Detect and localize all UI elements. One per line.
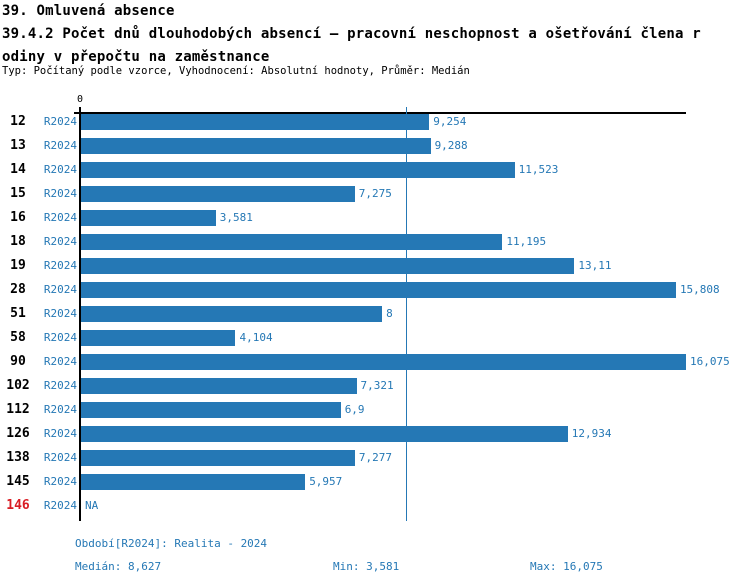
- footer-median: Medián: 8,627: [75, 560, 162, 573]
- bar-row: 90 R2024 16,075: [0, 350, 750, 374]
- bar: [81, 329, 236, 346]
- row-category-label: 138: [6, 449, 30, 465]
- row-category-label: 14: [10, 161, 26, 177]
- bar: [81, 233, 503, 250]
- bar: [81, 185, 355, 202]
- bar-value-label: 4,104: [239, 330, 273, 344]
- bar: [81, 161, 515, 178]
- bar: [81, 401, 341, 418]
- bar-value-label: 7,275: [358, 186, 392, 200]
- row-category-label: 12: [10, 113, 26, 129]
- row-category-label: 145: [6, 473, 30, 489]
- row-category-label: 126: [6, 425, 30, 441]
- bar-row: 16 R2024 3,581: [0, 206, 750, 230]
- bar-value-label: 11,195: [506, 234, 547, 248]
- bar-row: 15 R2024 7,275: [0, 182, 750, 206]
- bar-value-label: 12,934: [571, 426, 612, 440]
- bar-value-label: 7,277: [358, 450, 392, 464]
- row-category-label: 13: [10, 137, 26, 153]
- row-series-label: R2024: [43, 498, 77, 512]
- bar: [81, 305, 383, 322]
- bar-value-label: 13,11: [578, 258, 612, 272]
- row-series-label: R2024: [43, 114, 77, 128]
- row-category-label: 112: [6, 401, 30, 417]
- row-series-label: R2024: [43, 258, 77, 272]
- row-series-label: R2024: [43, 282, 77, 296]
- row-series-label: R2024: [43, 426, 77, 440]
- footer-max: Max: 16,075: [530, 560, 603, 573]
- bar-row: 51 R2024 8: [0, 302, 750, 326]
- bar: [81, 257, 575, 274]
- row-category-label: 51: [10, 305, 26, 321]
- row-category-label: 16: [10, 209, 26, 225]
- row-category-label: 90: [10, 353, 26, 369]
- bar-row: 13 R2024 9,288: [0, 134, 750, 158]
- row-category-label: 28: [10, 281, 26, 297]
- bar: [81, 281, 676, 298]
- bar-value-label: 11,523: [518, 162, 559, 176]
- bar-row: 146 R2024 NA: [0, 494, 750, 518]
- row-series-label: R2024: [43, 402, 77, 416]
- chart-subtitle-line1: 39.4.2 Počet dnů dlouhodobých absencí – …: [2, 26, 701, 42]
- bar: [81, 425, 568, 442]
- page-title: 39. Omluvená absence: [2, 3, 175, 19]
- row-series-label: R2024: [43, 474, 77, 488]
- bar: [81, 209, 216, 226]
- bar-row: 102 R2024 7,321: [0, 374, 750, 398]
- bar-row: 126 R2024 12,934: [0, 422, 750, 446]
- bar-value-label: 7,321: [360, 378, 394, 392]
- row-category-label: 146: [6, 497, 30, 513]
- row-series-label: R2024: [43, 378, 77, 392]
- bar-value-label: 15,808: [679, 282, 720, 296]
- row-series-label: R2024: [43, 234, 77, 248]
- bar-row: 12 R2024 9,254: [0, 110, 750, 134]
- row-series-label: R2024: [43, 330, 77, 344]
- bar-value-label: 6,9: [344, 402, 365, 416]
- bar: [81, 137, 431, 154]
- bar-value-label: 9,254: [433, 114, 467, 128]
- row-category-label: 58: [10, 329, 26, 345]
- row-category-label: 18: [10, 233, 26, 249]
- row-series-label: R2024: [43, 210, 77, 224]
- row-series-label: R2024: [43, 138, 77, 152]
- bar-row: 14 R2024 11,523: [0, 158, 750, 182]
- bar: [81, 449, 355, 466]
- bar-value-label: 3,581: [219, 210, 253, 224]
- chart-subtitle-line2: odiny v přepočtu na zaměstnance: [2, 49, 270, 65]
- bar-row: 28 R2024 15,808: [0, 278, 750, 302]
- footer-min: Min: 3,581: [333, 560, 400, 573]
- row-series-label: R2024: [43, 162, 77, 176]
- row-series-label: R2024: [43, 306, 77, 320]
- bar: [81, 473, 306, 490]
- bar-value-label: 8: [386, 306, 393, 320]
- bar-row: 18 R2024 11,195: [0, 230, 750, 254]
- row-category-label: 19: [10, 257, 26, 273]
- median-gridline: [405, 107, 408, 521]
- row-category-label: 102: [6, 377, 30, 393]
- bar-value-label: 9,288: [434, 138, 468, 152]
- row-series-label: R2024: [43, 450, 77, 464]
- bar-row: 138 R2024 7,277: [0, 446, 750, 470]
- axis-zero-tick-label: 0: [76, 94, 84, 105]
- bar: [81, 353, 686, 370]
- bar-row: 112 R2024 6,9: [0, 398, 750, 422]
- row-series-label: R2024: [43, 354, 77, 368]
- na-value-label: NA: [85, 498, 99, 512]
- footer-period: Období[R2024]: Realita - 2024: [75, 537, 268, 550]
- bar: [81, 113, 430, 130]
- bar-row: 145 R2024 5,957: [0, 470, 750, 494]
- bar-value-label: 5,957: [309, 474, 343, 488]
- bar-row: 58 R2024 4,104: [0, 326, 750, 350]
- bar-value-label: 16,075: [690, 354, 730, 368]
- row-series-label: R2024: [43, 186, 77, 200]
- chart-meta-line: Typ: Počítaný podle vzorce, Vyhodnocení:…: [2, 65, 470, 77]
- category-axis-line: [79, 107, 81, 521]
- row-category-label: 15: [10, 185, 26, 201]
- value-axis-line: [74, 112, 686, 114]
- bar: [81, 377, 357, 394]
- bar-row: 19 R2024 13,11: [0, 254, 750, 278]
